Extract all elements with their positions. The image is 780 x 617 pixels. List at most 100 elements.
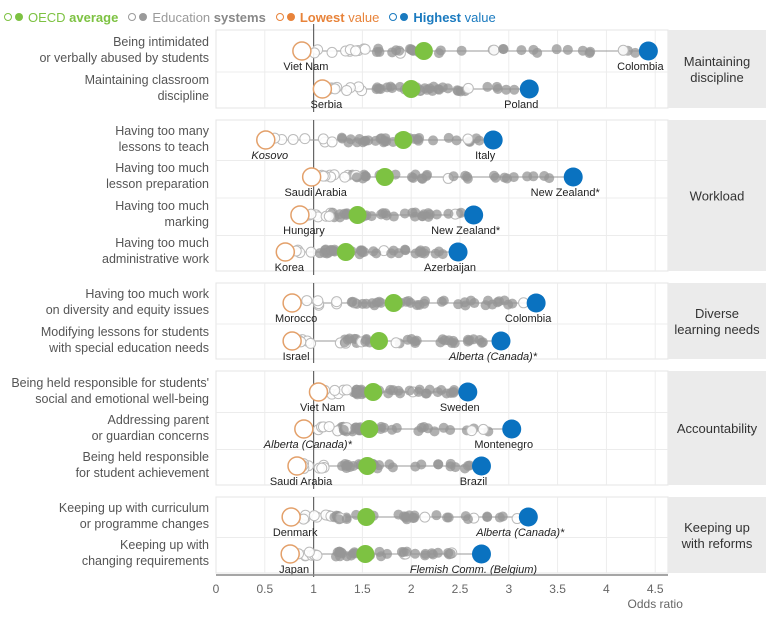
category-label: learning needs bbox=[674, 322, 760, 337]
lowest-value-marker bbox=[282, 293, 302, 313]
group-accountability: Accountability Being held responsible for… bbox=[11, 370, 766, 489]
row-label: or verbally abused by students bbox=[39, 51, 209, 65]
legend-item-highest-value: Highest value bbox=[389, 10, 496, 25]
lowest-value-marker bbox=[287, 456, 307, 476]
category-panel bbox=[668, 283, 766, 359]
legend-label-prefix: OECD bbox=[28, 9, 70, 25]
education-system-dot bbox=[414, 299, 425, 310]
education-system-dot bbox=[415, 245, 426, 256]
education-system-dot bbox=[305, 246, 317, 258]
highest-value-marker bbox=[502, 419, 522, 439]
education-system-dot bbox=[316, 462, 328, 474]
education-system-dot bbox=[462, 133, 474, 145]
education-system-dot bbox=[488, 44, 500, 56]
category-label: Diverse bbox=[695, 306, 739, 321]
education-system-dot bbox=[430, 248, 441, 259]
lowest-country-label: Denmark bbox=[273, 527, 318, 539]
highest-value-marker bbox=[448, 242, 468, 262]
education-system-dot bbox=[501, 84, 512, 95]
oecd-average-marker bbox=[360, 420, 379, 438]
education-system-dot bbox=[387, 47, 398, 58]
education-system-dot bbox=[562, 44, 573, 55]
row-label: Having too much bbox=[115, 161, 209, 175]
legend-filled-marker-icon bbox=[286, 13, 295, 21]
row-label: or programme changes bbox=[80, 517, 209, 531]
education-system-dot bbox=[360, 135, 371, 146]
x-tick-label: 4 bbox=[603, 582, 610, 596]
education-system-dot bbox=[338, 424, 349, 435]
highest-country-label: Flemish Comm. (Belgium) bbox=[410, 564, 537, 576]
row-label: Being held responsible bbox=[83, 450, 210, 464]
lowest-country-label: Saudi Arabia bbox=[270, 476, 333, 488]
education-system-dot bbox=[551, 44, 562, 55]
x-tick-label: 2.5 bbox=[452, 582, 469, 596]
education-system-dot bbox=[532, 47, 543, 58]
education-system-dot bbox=[404, 385, 415, 396]
legend-filled-marker-icon bbox=[15, 13, 23, 21]
legend-label: Highest value bbox=[413, 10, 495, 25]
education-system-dot bbox=[428, 81, 439, 92]
row-label: social and emotional well-being bbox=[35, 392, 209, 406]
category-label: with reforms bbox=[681, 536, 753, 551]
education-system-dot bbox=[544, 173, 555, 184]
lowest-value-marker bbox=[312, 79, 333, 99]
education-system-dot bbox=[471, 133, 482, 144]
education-system-dot bbox=[359, 43, 371, 55]
lowest-value-marker bbox=[280, 544, 300, 564]
education-system-dot bbox=[331, 296, 343, 308]
education-system-dot bbox=[413, 135, 424, 146]
oecd-average-marker bbox=[414, 42, 433, 60]
education-system-dot bbox=[341, 514, 352, 525]
highest-value-marker bbox=[471, 544, 491, 564]
row-label: lessons to teach bbox=[119, 140, 209, 154]
education-system-dot bbox=[373, 43, 384, 54]
education-system-dot bbox=[460, 511, 471, 522]
x-tick-label: 0 bbox=[213, 582, 220, 596]
education-system-dot bbox=[351, 298, 362, 309]
education-system-dot bbox=[406, 44, 417, 55]
data-row: Addressing parent or guardian concerns Alb… bbox=[92, 413, 534, 451]
category-label: Workload bbox=[690, 189, 745, 204]
highest-value-marker bbox=[483, 130, 503, 150]
highest-country-label: Brazil bbox=[460, 476, 488, 488]
lowest-value-marker bbox=[282, 331, 302, 351]
education-system-dot bbox=[453, 299, 464, 310]
education-system-dot bbox=[462, 173, 473, 184]
x-tick-label: 3.5 bbox=[549, 582, 566, 596]
education-system-dot bbox=[445, 461, 456, 472]
data-row: Being held responsible for student achiev… bbox=[76, 450, 491, 488]
highest-value-marker bbox=[563, 167, 583, 187]
data-row: Being held responsible for students' soci… bbox=[11, 376, 479, 414]
education-system-dot bbox=[301, 295, 313, 307]
education-system-dot bbox=[456, 207, 467, 218]
education-system-dot bbox=[452, 85, 463, 96]
education-system-dot bbox=[400, 244, 411, 255]
highest-value-marker bbox=[491, 331, 511, 351]
education-system-dot bbox=[492, 83, 503, 94]
legend-hollow-marker-icon bbox=[275, 13, 284, 21]
education-system-dot bbox=[433, 459, 444, 470]
legend-label-bold: Highest bbox=[413, 9, 461, 25]
data-row: Having too much administrative work Korea A… bbox=[102, 236, 476, 274]
highest-country-label: Alberta (Canada)* bbox=[448, 351, 538, 363]
education-system-dot bbox=[410, 548, 421, 559]
highest-value-marker bbox=[458, 382, 478, 402]
education-system-dot bbox=[299, 133, 311, 145]
education-system-dot bbox=[435, 337, 446, 348]
group-workload: Workload Having too many lessons to teach K… bbox=[102, 119, 766, 275]
plot-panel bbox=[215, 29, 669, 109]
data-row: Maintaining classroom discipline Serbia Pol… bbox=[85, 73, 539, 111]
education-system-dot bbox=[326, 136, 338, 148]
education-system-dot bbox=[334, 514, 345, 525]
education-system-dot bbox=[443, 132, 454, 143]
lowest-value-marker bbox=[281, 507, 301, 527]
highest-value-marker bbox=[464, 205, 484, 225]
education-system-dot bbox=[516, 45, 527, 56]
education-system-dot bbox=[436, 296, 447, 307]
education-system-dot bbox=[428, 135, 439, 146]
education-system-dot bbox=[374, 546, 385, 557]
legend-item-education-systems: Education systems bbox=[128, 10, 266, 25]
lowest-country-label: Serbia bbox=[310, 99, 343, 111]
